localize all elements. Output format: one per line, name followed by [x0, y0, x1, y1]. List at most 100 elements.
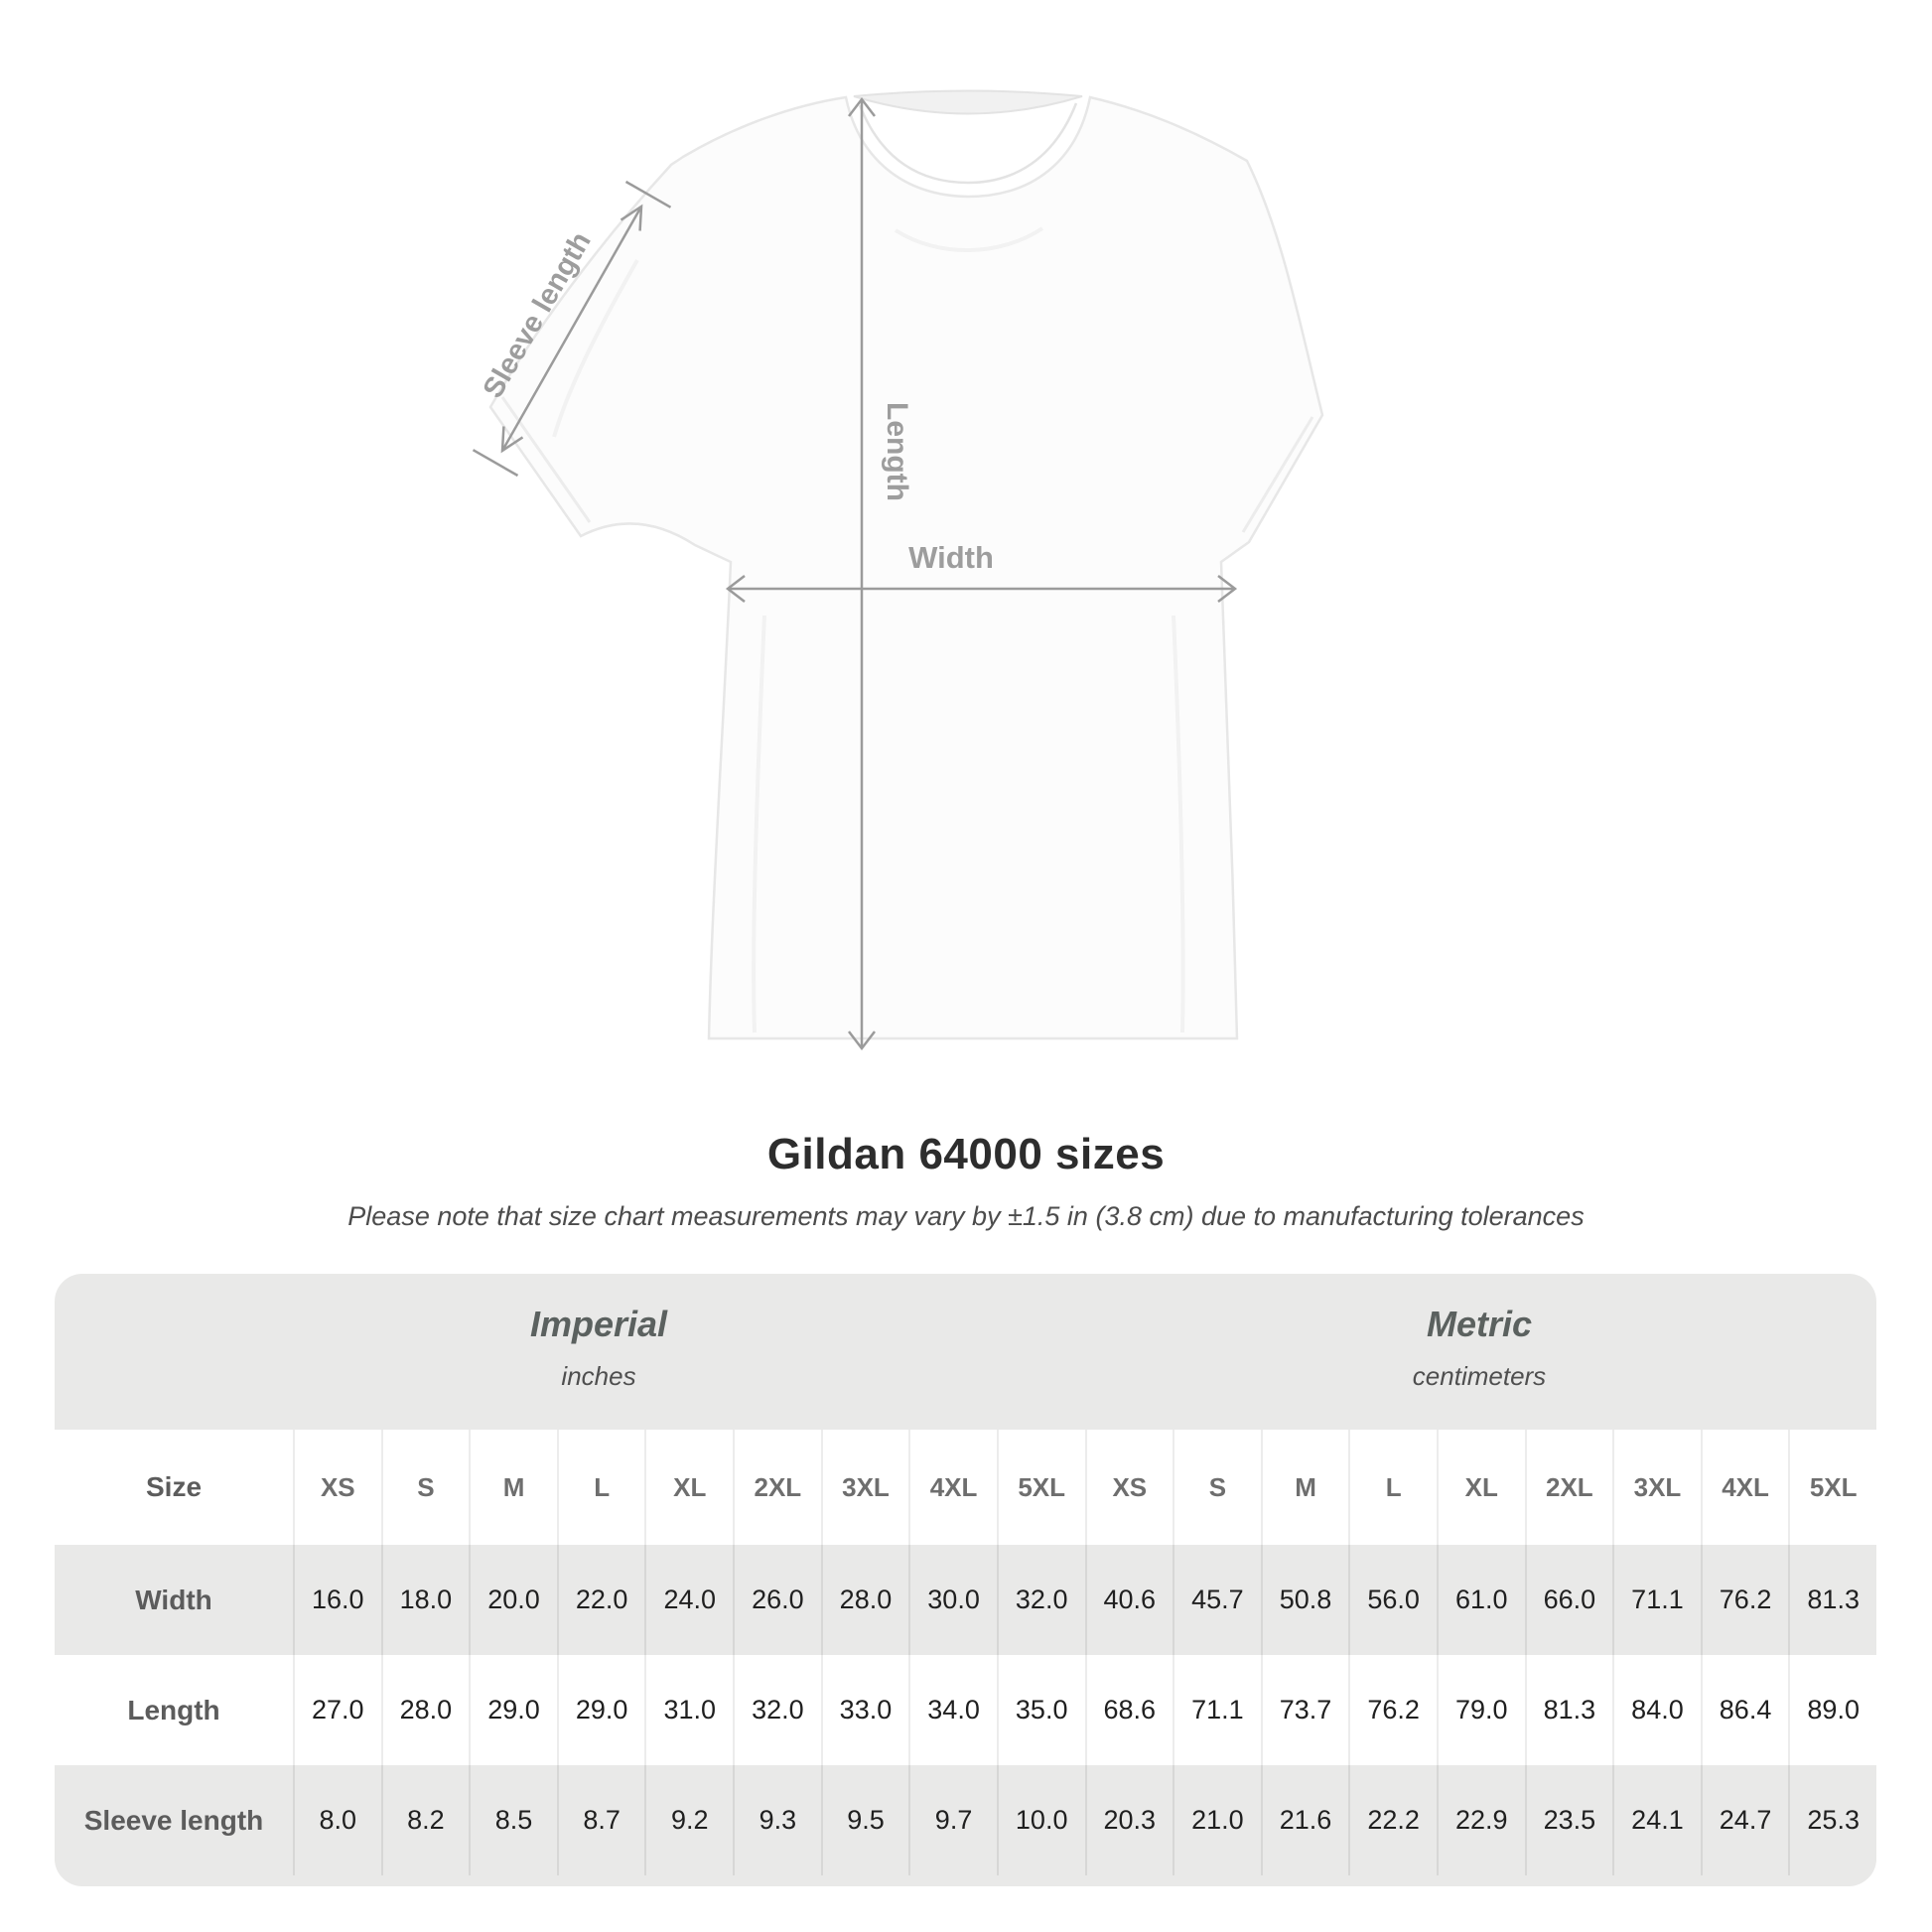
length-dimension-line — [848, 96, 876, 1051]
tshirt-collar-rib — [858, 102, 1078, 185]
tshirt-left-cuff-seam — [500, 396, 592, 523]
value-cell-metric: 81.3 — [1788, 1545, 1876, 1655]
value-cell-metric: 24.1 — [1612, 1765, 1701, 1875]
size-col-header-metric: 4XL — [1700, 1430, 1789, 1545]
tshirt-back-collar — [853, 89, 1083, 115]
value-cell-imperial: 8.5 — [469, 1765, 557, 1875]
value-cell-metric: 24.7 — [1700, 1765, 1789, 1875]
value-cell-metric: 40.6 — [1084, 1545, 1173, 1655]
size-col-header-metric: L — [1348, 1430, 1437, 1545]
table-row: Width 16.0 18.0 20.0 22.0 24.0 26.0 28.0 30.0 32.… — [55, 1545, 1876, 1655]
value-cell-imperial: 35.0 — [996, 1655, 1085, 1765]
value-cell-metric: 61.0 — [1436, 1545, 1525, 1655]
row-label: Length — [127, 1694, 220, 1725]
size-col-header-imperial: M — [469, 1430, 557, 1545]
size-col-header-imperial: XL — [644, 1430, 733, 1545]
tshirt-right-cuff-seam — [1241, 416, 1314, 533]
value-cell-metric: 56.0 — [1348, 1545, 1437, 1655]
size-col-header-imperial: 5XL — [996, 1430, 1085, 1545]
value-cell-metric: 23.5 — [1524, 1765, 1613, 1875]
width-label: Width — [908, 540, 994, 575]
value-cell-imperial: 8.7 — [556, 1765, 645, 1875]
value-cell-imperial: 24.0 — [644, 1545, 733, 1655]
value-cell-imperial: 27.0 — [293, 1655, 381, 1765]
tshirt-body — [488, 95, 1324, 1040]
tshirt-illustration: Length Width Sleeve length — [472, 89, 1324, 1051]
size-col-header-imperial: S — [380, 1430, 470, 1545]
value-cell-metric: 66.0 — [1524, 1545, 1613, 1655]
page-title: Gildan 64000 sizes — [766, 1130, 1166, 1178]
value-cell-imperial: 22.0 — [556, 1545, 645, 1655]
sleeve-dimension-line — [472, 180, 672, 478]
value-cell-metric: 68.6 — [1084, 1655, 1173, 1765]
value-cell-imperial: 32.0 — [996, 1545, 1085, 1655]
row-label: Sleeve length — [83, 1804, 264, 1836]
imperial-heading: Imperial — [529, 1304, 668, 1344]
value-cell-metric: 25.3 — [1788, 1765, 1876, 1875]
value-cell-imperial: 9.2 — [644, 1765, 733, 1875]
tshirt-fold-line — [894, 226, 1044, 252]
value-cell-metric: 21.6 — [1260, 1765, 1349, 1875]
value-cell-metric: 22.9 — [1436, 1765, 1525, 1875]
imperial-unit-group: Imperial inches — [530, 1304, 667, 1392]
tshirt-measurement-diagram: Length Width Sleeve length — [472, 89, 1324, 1051]
value-cell-imperial: 34.0 — [908, 1655, 997, 1765]
value-cell-metric: 89.0 — [1788, 1655, 1876, 1765]
value-cell-metric: 71.1 — [1612, 1545, 1701, 1655]
value-cell-metric: 76.2 — [1348, 1655, 1437, 1765]
metric-unit-group: Metric centimeters — [1413, 1304, 1546, 1392]
value-cell-metric: 84.0 — [1612, 1655, 1701, 1765]
value-cell-imperial: 20.0 — [469, 1545, 557, 1655]
value-cell-metric: 22.2 — [1348, 1765, 1437, 1875]
size-col-header-metric: 2XL — [1524, 1430, 1613, 1545]
value-cell-imperial: 28.0 — [820, 1545, 909, 1655]
value-cell-imperial: 10.0 — [996, 1765, 1085, 1875]
width-dimension-line — [725, 575, 1238, 603]
value-cell-imperial: 8.2 — [380, 1765, 470, 1875]
value-cell-metric: 86.4 — [1700, 1655, 1789, 1765]
value-cell-metric: 50.8 — [1260, 1545, 1349, 1655]
value-cell-imperial: 29.0 — [469, 1655, 557, 1765]
table-row: Length 27.0 28.0 29.0 29.0 31.0 32.0 33.0 34.0 35… — [55, 1655, 1876, 1765]
size-col-header-imperial: 2XL — [733, 1430, 821, 1545]
size-col-header-metric: M — [1260, 1430, 1349, 1545]
value-cell-metric: 45.7 — [1173, 1545, 1261, 1655]
size-col-header-imperial: XS — [293, 1430, 381, 1545]
tolerance-note: Please note that size chart measurements… — [347, 1201, 1585, 1231]
value-cell-imperial: 30.0 — [908, 1545, 997, 1655]
tshirt-fold-line — [1172, 615, 1185, 1034]
size-col-header-imperial: 3XL — [820, 1430, 909, 1545]
size-col-header-metric: 3XL — [1612, 1430, 1701, 1545]
size-corner-label: Size — [145, 1471, 203, 1502]
size-col-header-imperial: L — [556, 1430, 645, 1545]
value-cell-metric: 79.0 — [1436, 1655, 1525, 1765]
size-table: Imperial inches Metric centimeters Size … — [55, 1274, 1876, 1886]
value-cell-imperial: 9.7 — [908, 1765, 997, 1875]
table-body: Width 16.0 18.0 20.0 22.0 24.0 26.0 28.0 30.0 32.… — [55, 1545, 1876, 1875]
value-cell-metric: 20.3 — [1084, 1765, 1173, 1875]
metric-heading: Metric — [1426, 1304, 1533, 1344]
value-cell-metric: 71.1 — [1173, 1655, 1261, 1765]
value-cell-metric: 76.2 — [1700, 1545, 1789, 1655]
value-cell-imperial: 9.3 — [733, 1765, 821, 1875]
size-col-header-metric: XL — [1436, 1430, 1525, 1545]
metric-unit-label: centimeters — [1412, 1361, 1547, 1391]
value-cell-imperial: 16.0 — [293, 1545, 381, 1655]
tshirt-fold-line — [552, 259, 639, 438]
size-col-header-metric: 5XL — [1788, 1430, 1876, 1545]
imperial-unit-label: inches — [561, 1361, 636, 1391]
value-cell-imperial: 32.0 — [733, 1655, 821, 1765]
length-label: Length — [881, 402, 913, 501]
heading-block: Gildan 64000 sizes Please note that size… — [0, 1130, 1932, 1232]
value-cell-imperial: 9.5 — [820, 1765, 909, 1875]
table-header-row: Size XS S M L XL 2XL 3XL 4XL 5XL XS S M L XL 2XL 3XL 4XL… — [55, 1430, 1876, 1545]
value-cell-imperial: 29.0 — [556, 1655, 645, 1765]
value-cell-metric: 21.0 — [1173, 1765, 1261, 1875]
unit-band: Imperial inches Metric centimeters — [55, 1274, 1876, 1430]
size-col-header-metric: S — [1173, 1430, 1261, 1545]
value-cell-metric: 73.7 — [1260, 1655, 1349, 1765]
value-cell-imperial: 8.0 — [293, 1765, 381, 1875]
value-cell-metric: 81.3 — [1524, 1655, 1613, 1765]
row-label: Width — [135, 1584, 212, 1615]
value-cell-imperial: 31.0 — [644, 1655, 733, 1765]
